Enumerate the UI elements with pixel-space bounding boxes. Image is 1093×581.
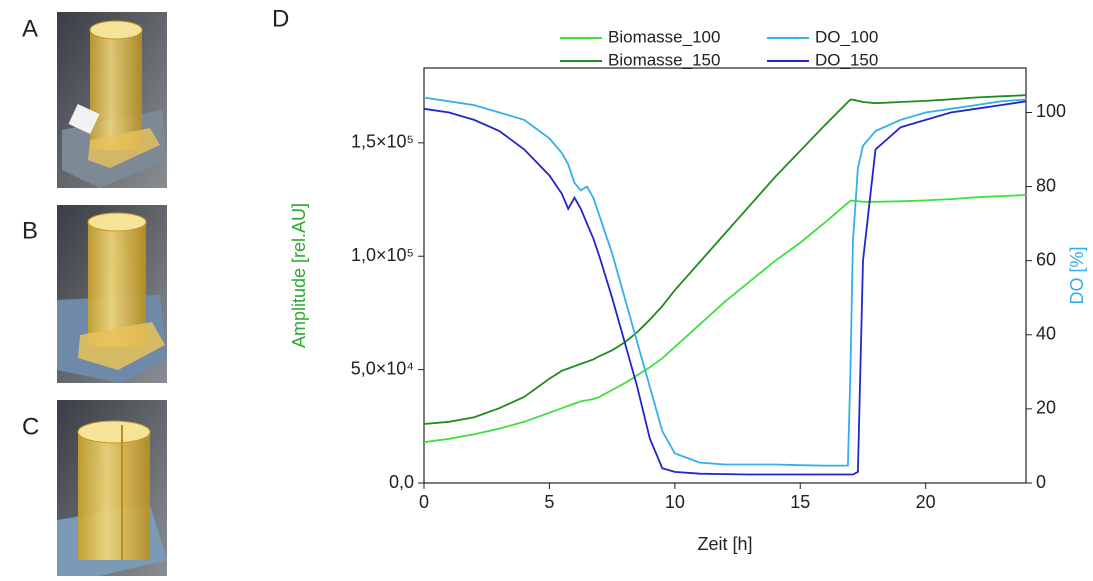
panel-label: B: [22, 217, 38, 244]
x-tick-label: 0: [419, 492, 429, 512]
series-line: [423, 96, 1027, 467]
x-tick-label: 15: [790, 492, 810, 512]
y-tick-label: 0,0: [389, 472, 414, 492]
y2-tick-label: 20: [1036, 398, 1056, 418]
plot-frame: [423, 67, 1027, 484]
legend-label: Biomasse_150: [608, 50, 720, 69]
y-tick-label: 5,0×10⁴: [351, 358, 414, 378]
photo-b: [57, 205, 167, 383]
series-line: [423, 194, 1027, 444]
panel-label: C: [22, 413, 39, 440]
y2-tick-label: 80: [1036, 175, 1056, 195]
series-line: [423, 100, 1027, 476]
x-tick-label: 10: [665, 492, 685, 512]
photo-c: [57, 400, 167, 576]
x-tick-label: 20: [916, 492, 936, 512]
photo-a: [57, 12, 167, 188]
legend-label: Biomasse_100: [608, 27, 720, 46]
y2-tick-label: 60: [1036, 249, 1056, 269]
y2-tick-label: 40: [1036, 324, 1056, 344]
legend-label: DO_150: [815, 50, 878, 69]
y-axis-label: Amplitude [rel.AU]: [289, 203, 309, 348]
panel-label: A: [22, 15, 38, 42]
x-axis-label: Zeit [h]: [697, 534, 752, 554]
series-line: [423, 94, 1027, 425]
y2-tick-label: 100: [1036, 101, 1066, 121]
y-tick-label: 1,5×10⁵: [351, 132, 414, 152]
panel-label: D: [272, 5, 289, 32]
y2-axis-label: DO [%]: [1067, 246, 1087, 304]
x-tick-label: 5: [544, 492, 554, 512]
y2-tick-label: 0: [1036, 472, 1046, 492]
y-tick-label: 1,0×10⁵: [351, 245, 414, 265]
legend-label: DO_100: [815, 27, 878, 46]
